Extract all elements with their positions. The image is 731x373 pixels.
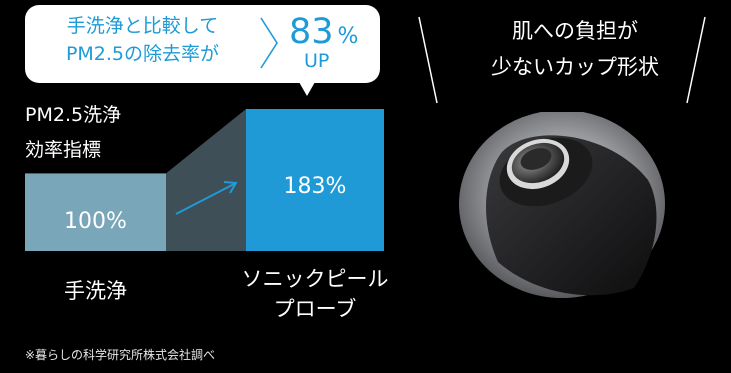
increase-value: 83%: [289, 13, 358, 56]
bar-connector: [166, 109, 246, 251]
chevron-right-icon: [260, 17, 278, 69]
category-label-sonic-peel-line-2: プローブ: [273, 297, 357, 321]
callout-bubble-tail: [299, 82, 315, 96]
category-label-hand-wash: 手洗浄: [64, 279, 127, 303]
bar-value-label: 183%: [284, 174, 347, 199]
left-slash-decoration: [418, 16, 438, 104]
callout-line-1: 手洗浄と比較して: [66, 15, 219, 37]
increase-suffix: UP: [304, 50, 330, 72]
bar-sonic-peel-probe: [246, 109, 384, 251]
footnote: ※暮らしの科学研究所株式会社調べ: [25, 348, 216, 362]
increase-arrowhead-icon: [223, 181, 238, 194]
right-slash-decoration: [686, 16, 706, 104]
increase-unit: %: [337, 24, 359, 49]
chart-ylabel-line-2: 効率指標: [25, 139, 102, 161]
callout-bubble: [25, 5, 380, 83]
chart-ylabel-line-1: PM2.5洗浄: [25, 104, 122, 126]
cup-caption-line-1: 肌への負担が: [512, 19, 638, 43]
bar-value-label: 100%: [64, 209, 127, 234]
callout-line-2: PM2.5の除去率が: [65, 43, 220, 65]
increase-number: 83: [289, 12, 334, 52]
bar-hand-wash: [25, 173, 166, 251]
probe-cup-image: [459, 112, 665, 298]
cup-caption-line-2: 少ないカップ形状: [491, 55, 659, 79]
category-label-sonic-peel-line-1: ソニックピール: [241, 267, 389, 291]
increase-arrow-icon: [175, 182, 237, 215]
